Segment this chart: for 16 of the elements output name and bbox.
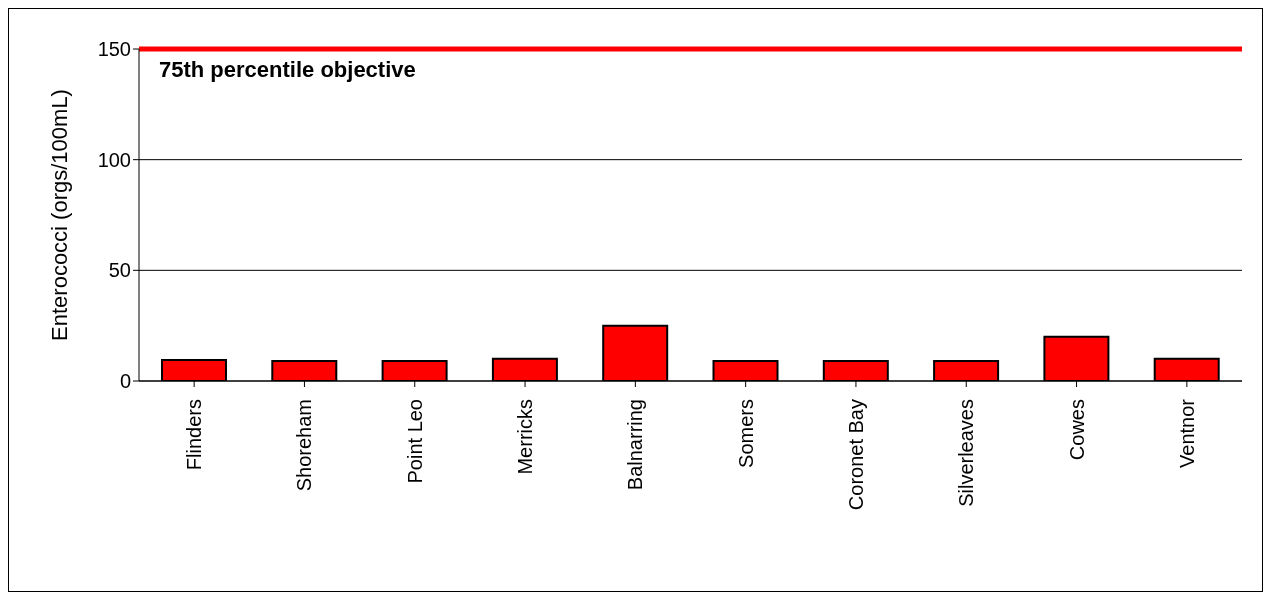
y-tick-label: 150: [97, 38, 131, 61]
x-tick-label: Point Leo: [403, 399, 426, 484]
y-axis-title: Enterococci (orgs/100mL): [46, 89, 72, 341]
y-tick-label: 0: [119, 370, 131, 393]
ref-line-label: 75th percentile objective: [159, 57, 416, 82]
x-tick-label: Shoreham: [293, 399, 316, 492]
x-tick-label: Merricks: [514, 399, 537, 475]
x-tick-label: Flinders: [183, 399, 206, 471]
x-tick-label: Silverleaves: [955, 399, 978, 507]
x-tick-label: Cowes: [1065, 399, 1088, 461]
y-tick-label: 50: [108, 259, 131, 282]
x-tick-label: Coronet Bay: [844, 399, 867, 511]
x-tick-label: Balnarring: [624, 399, 647, 491]
x-tick-label: Ventnor: [1175, 398, 1198, 468]
x-tick-label: Somers: [734, 399, 757, 468]
y-tick-label: 100: [97, 148, 131, 171]
